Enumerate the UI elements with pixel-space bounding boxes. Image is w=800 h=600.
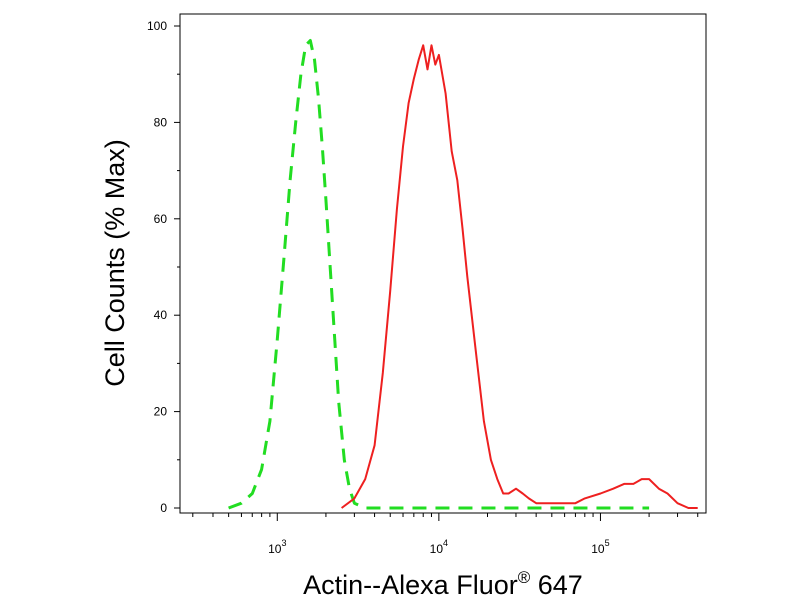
x-tick-label-base: 10 xyxy=(430,542,444,556)
x-axis-title-suffix: 647 xyxy=(530,570,583,600)
x-tick-label-base: 10 xyxy=(591,542,605,556)
x-tick-label-2: 105 xyxy=(591,538,609,556)
y-tick-label-2: 40 xyxy=(154,308,168,322)
series-line-1 xyxy=(341,44,698,509)
y-tick-label-4: 80 xyxy=(154,115,168,129)
y-tick-label-0: 0 xyxy=(160,501,167,515)
series-line-0 xyxy=(228,39,650,510)
x-tick-label-exponent: 3 xyxy=(281,538,286,548)
y-axis-title: Cell Counts (% Max) xyxy=(100,139,130,387)
x-tick-label-exponent: 4 xyxy=(443,538,448,548)
y-tick-label-5: 100 xyxy=(147,19,167,33)
series-layer xyxy=(228,39,698,510)
plot-frame xyxy=(179,13,707,514)
x-tick-label-0: 103 xyxy=(268,538,286,556)
x-axis-title-main: Actin--Alexa Fluor xyxy=(303,570,518,600)
x-tick-label-1: 104 xyxy=(430,538,448,556)
x-tick-label-exponent: 5 xyxy=(605,538,610,548)
y-tick-label-3: 60 xyxy=(154,212,168,226)
x-axis-title: Actin--Alexa Fluor® 647 xyxy=(303,568,583,600)
x-axis-title-superscript: ® xyxy=(518,568,531,587)
x-tick-label-base: 10 xyxy=(268,542,282,556)
y-tick-label-1: 20 xyxy=(154,405,168,419)
